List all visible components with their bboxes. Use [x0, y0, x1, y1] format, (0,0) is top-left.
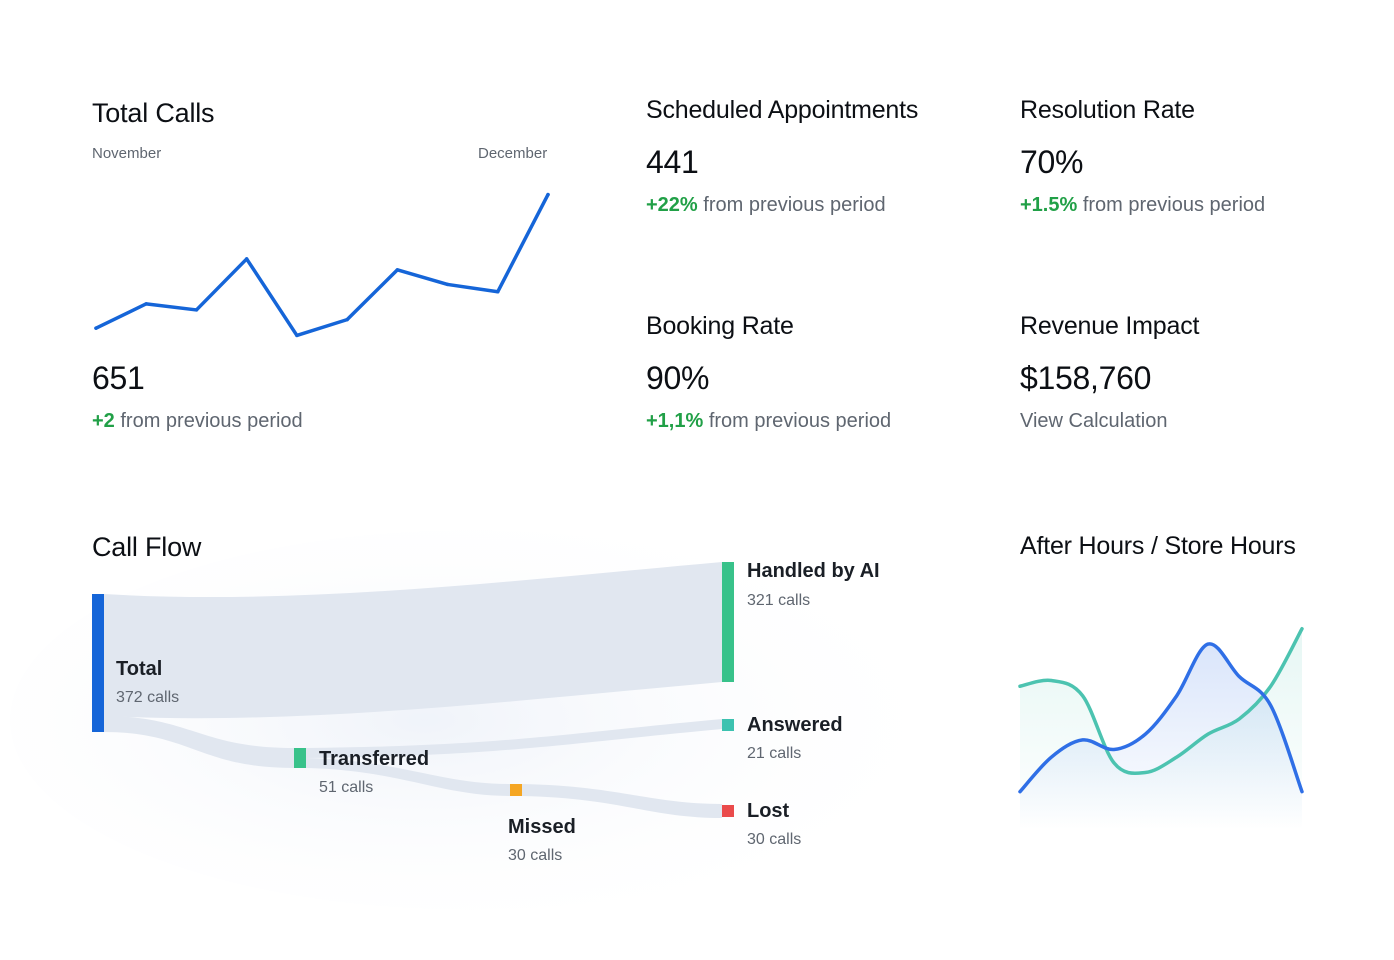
- total-calls-point-9: [546, 192, 550, 197]
- total-calls-series-line: [94, 192, 550, 338]
- scheduled-appointments-delta-suffix: from previous period: [697, 194, 886, 216]
- booking-rate-value: 90%: [646, 360, 710, 396]
- node-lost-count: 30 calls: [747, 831, 802, 848]
- node-missed-label: Missed: [508, 816, 576, 838]
- month-end-label: December: [478, 145, 548, 162]
- scheduled-appointments-delta-line: +22% from previous period: [646, 194, 886, 217]
- resolution-rate-value: 70%: [1020, 144, 1084, 180]
- after-hours-area-chart: [1018, 627, 1304, 830]
- total-calls-line-chart: [94, 192, 550, 338]
- total-calls-delta-line: +2 from previous period: [92, 410, 303, 433]
- after-hours-line: [1018, 642, 1304, 794]
- node-total-label: Total: [116, 658, 163, 680]
- total-calls-point-2: [194, 308, 199, 312]
- total-calls-value: 651: [92, 360, 145, 396]
- call-flow-title: Call Flow: [92, 532, 202, 562]
- store-hours-line: [1018, 627, 1304, 776]
- flow-transferred-to-missed: [306, 758, 510, 796]
- scheduled-appointments-value: 441: [646, 144, 699, 180]
- booking-rate-delta: +1,1%: [646, 410, 704, 432]
- total-calls-delta: +2: [92, 410, 115, 432]
- node-answered-count: 21 calls: [747, 745, 802, 762]
- node-transferred-count: 51 calls: [319, 779, 374, 796]
- month-start-label: November: [92, 145, 162, 162]
- total-calls-point-0: [94, 326, 98, 330]
- node-lost-bar: [722, 805, 734, 817]
- total-calls-point-5: [345, 317, 349, 322]
- node-total-bar: [92, 594, 104, 732]
- resolution-rate-delta-suffix: from previous period: [1077, 194, 1266, 216]
- revenue-impact-title: Revenue Impact: [1020, 312, 1200, 340]
- booking-rate-delta-suffix: from previous period: [703, 410, 892, 432]
- node-handled-label: Handled by AI: [747, 560, 880, 582]
- node-answered-label: Answered: [747, 714, 843, 736]
- after-hours-area: [1020, 643, 1302, 830]
- node-handled-count: 321 calls: [747, 592, 811, 609]
- scheduled-appointments-title: Scheduled Appointments: [646, 96, 919, 124]
- total-calls-delta-suffix: from previous period: [114, 410, 303, 432]
- total-calls-title: Total Calls: [92, 98, 215, 128]
- node-missed-count: 30 calls: [508, 847, 563, 864]
- flow-total-to-handled: [104, 562, 722, 719]
- node-handled-bar: [722, 562, 734, 682]
- view-calculation-link[interactable]: View Calculation: [1020, 410, 1168, 432]
- scheduled-appointments-delta: +22%: [646, 194, 698, 216]
- resolution-rate-title: Resolution Rate: [1020, 96, 1195, 124]
- booking-rate-delta-line: +1,1% from previous period: [646, 410, 891, 433]
- total-calls-point-3: [244, 257, 249, 261]
- node-answered-bar: [722, 719, 734, 731]
- total-calls-point-6: [395, 268, 400, 272]
- flow-missed-to-lost: [522, 784, 722, 818]
- node-missed-bar: [510, 784, 522, 796]
- revenue-impact-value: $158,760: [1020, 360, 1152, 396]
- total-calls-point-1: [144, 302, 148, 306]
- total-calls-point-4: [295, 333, 299, 338]
- total-calls-point-8: [496, 289, 500, 294]
- flow-total-to-transferred: [104, 716, 294, 768]
- node-transferred-bar: [294, 748, 306, 768]
- resolution-rate-delta-line: +1.5% from previous period: [1020, 194, 1265, 217]
- node-total-count: 372 calls: [116, 689, 180, 706]
- booking-rate-title: Booking Rate: [646, 312, 794, 340]
- total-calls-point-7: [445, 282, 450, 287]
- resolution-rate-delta: +1.5%: [1020, 194, 1078, 216]
- node-lost-label: Lost: [747, 800, 790, 822]
- flow-transferred-to-answered: [306, 719, 722, 758]
- node-transferred-label: Transferred: [319, 748, 430, 770]
- after-hours-title: After Hours / Store Hours: [1020, 532, 1296, 560]
